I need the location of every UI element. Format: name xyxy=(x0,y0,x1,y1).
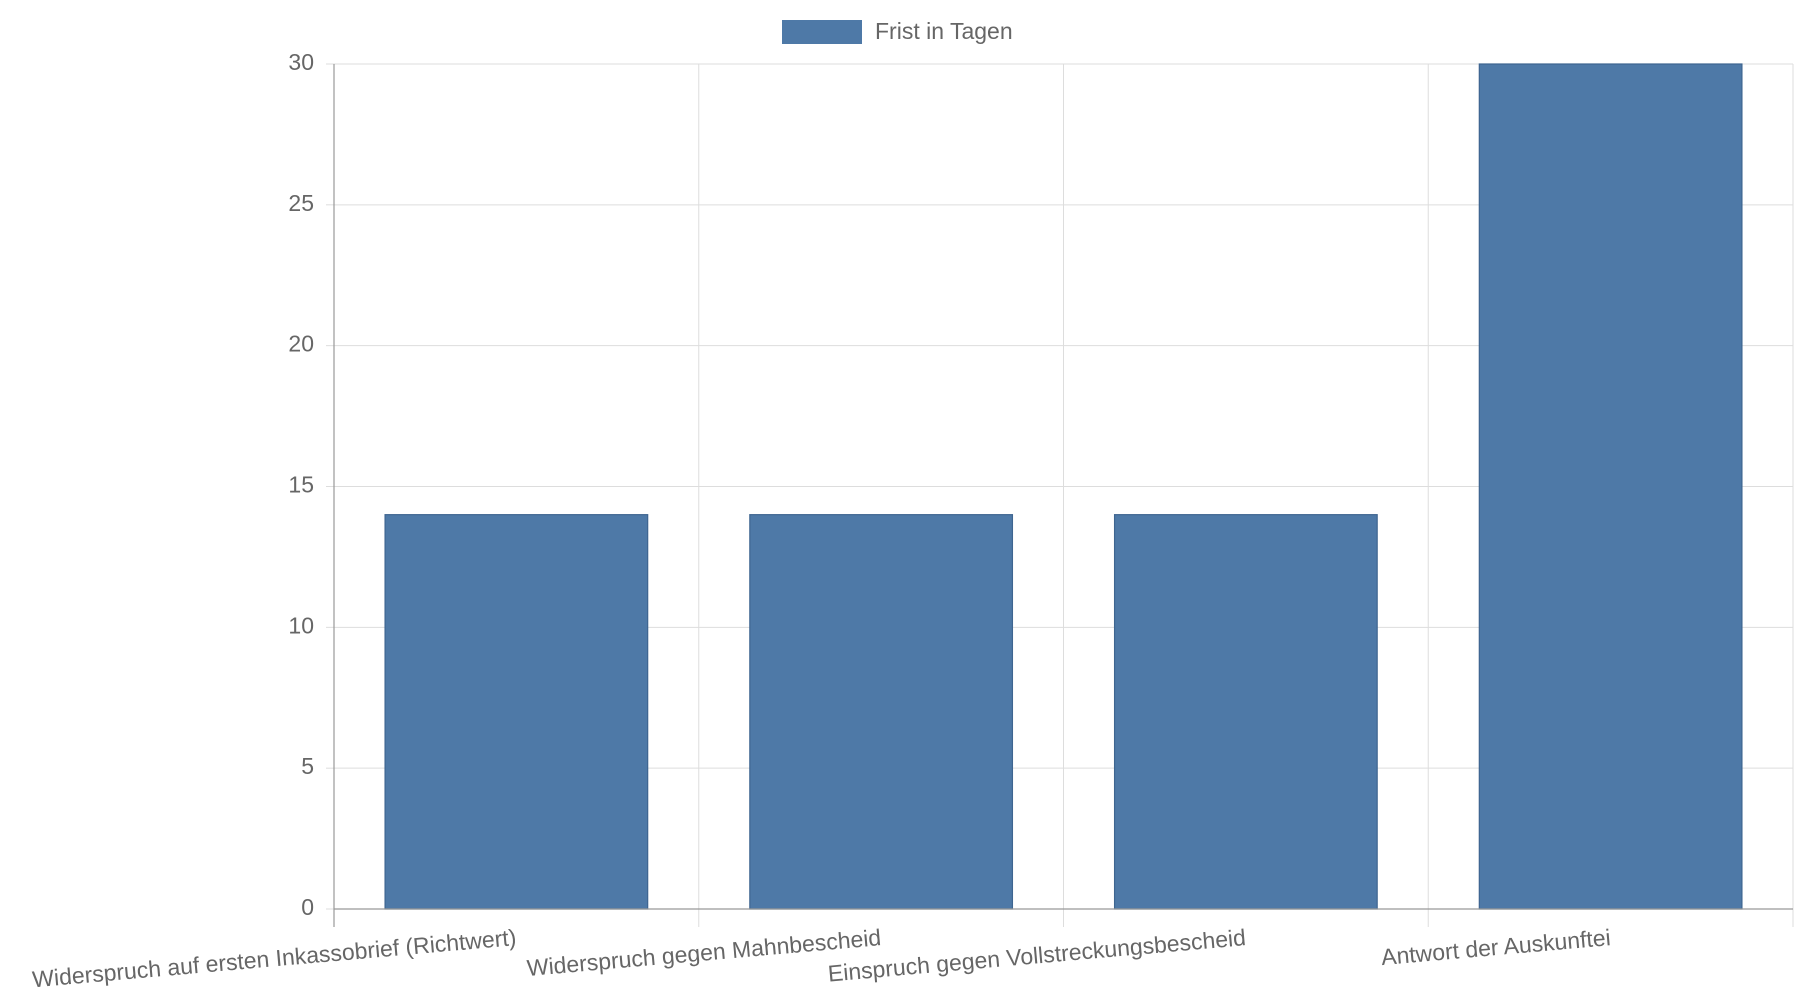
bar xyxy=(749,514,1014,910)
bar xyxy=(384,514,649,910)
y-tick-label: 0 xyxy=(301,894,314,920)
y-tick-label: 10 xyxy=(288,612,314,638)
x-tick-label: Widerspruch auf ersten Inkassobrief (Ric… xyxy=(31,924,517,992)
bar xyxy=(1113,514,1378,910)
legend-label: Frist in Tagen xyxy=(875,18,1013,44)
x-tick-label: Antwort der Auskunftei xyxy=(1380,924,1612,970)
y-tick-label: 25 xyxy=(288,190,314,216)
y-tick-label: 20 xyxy=(288,331,314,357)
bar xyxy=(1478,63,1743,910)
y-tick-label: 5 xyxy=(301,753,314,779)
y-tick-label: 15 xyxy=(288,472,314,498)
legend-swatch xyxy=(782,20,862,44)
x-tick-label: Einspruch gegen Vollstreckungsbescheid xyxy=(827,924,1247,986)
y-tick-label: 30 xyxy=(288,49,314,75)
